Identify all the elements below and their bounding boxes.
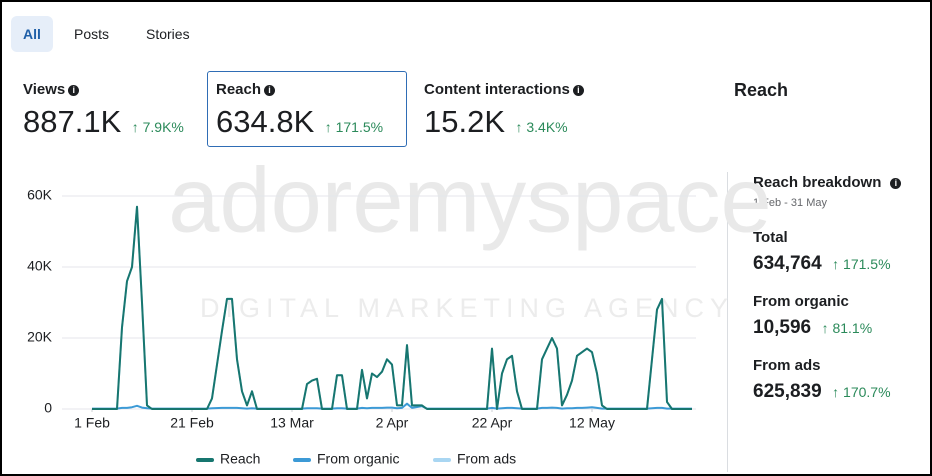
- tab[interactable]: Posts: [74, 26, 110, 42]
- y-tick-label: 60K: [27, 187, 53, 203]
- watermark-brand: adoremyspace: [168, 149, 771, 251]
- breakdown-change: 171.5%: [843, 256, 891, 272]
- metric-value: 634.8K: [216, 104, 315, 139]
- legend-label: From ads: [457, 451, 516, 467]
- breakdown-change: 170.7%: [843, 384, 891, 400]
- tab[interactable]: All: [11, 16, 53, 52]
- breakdown-value: 10,596: [753, 317, 812, 338]
- x-tick-label: 21 Feb: [170, 415, 214, 431]
- x-tick-label: 2 Apr: [376, 415, 409, 431]
- metric-label: Content interactions: [424, 81, 570, 98]
- x-tick-label: 1 Feb: [74, 415, 110, 431]
- divider: [727, 172, 728, 472]
- metric-change: 171.5%: [335, 119, 384, 135]
- metric-label: Reach: [216, 81, 262, 98]
- breakdown-label: From ads: [753, 357, 821, 374]
- info-icon[interactable]: i: [264, 85, 276, 96]
- metric-change: 3.4K%: [526, 119, 568, 135]
- metric-value: 15.2K: [424, 104, 506, 139]
- y-tick-label: 40K: [27, 258, 53, 274]
- metric-change: 7.9K%: [142, 119, 184, 135]
- x-tick-label: 13 Mar: [270, 415, 314, 431]
- breakdown-value: 634,764: [753, 253, 822, 274]
- breakdown-period: 1 Feb - 31 May: [753, 197, 827, 209]
- metric-value: 887.1K: [23, 104, 122, 139]
- x-tick-label: 22 Apr: [472, 415, 513, 431]
- legend-label: Reach: [220, 451, 260, 467]
- info-icon[interactable]: i: [890, 178, 902, 189]
- y-tick-label: 20K: [27, 329, 53, 345]
- series-line: [92, 402, 692, 410]
- y-tick-label: 0: [44, 400, 52, 416]
- info-icon[interactable]: i: [572, 85, 584, 96]
- breakdown-change: 81.1%: [832, 320, 873, 336]
- x-tick-label: 12 May: [569, 415, 615, 431]
- breakdown-title: Reach breakdown: [753, 174, 882, 191]
- watermark-tagline: DIGITAL MARKETING AGENCY: [200, 293, 734, 323]
- panel-title: Reach: [734, 80, 789, 100]
- breakdown-label: Total: [753, 229, 788, 246]
- series-line: [92, 205, 692, 410]
- tab[interactable]: Stories: [146, 26, 190, 42]
- legend-label: From organic: [317, 451, 399, 467]
- breakdown-label: From organic: [753, 293, 849, 310]
- metric-label: Views: [23, 81, 66, 98]
- info-icon[interactable]: i: [68, 85, 80, 96]
- selected-card[interactable]: [207, 71, 407, 147]
- breakdown-value: 625,839: [753, 381, 822, 402]
